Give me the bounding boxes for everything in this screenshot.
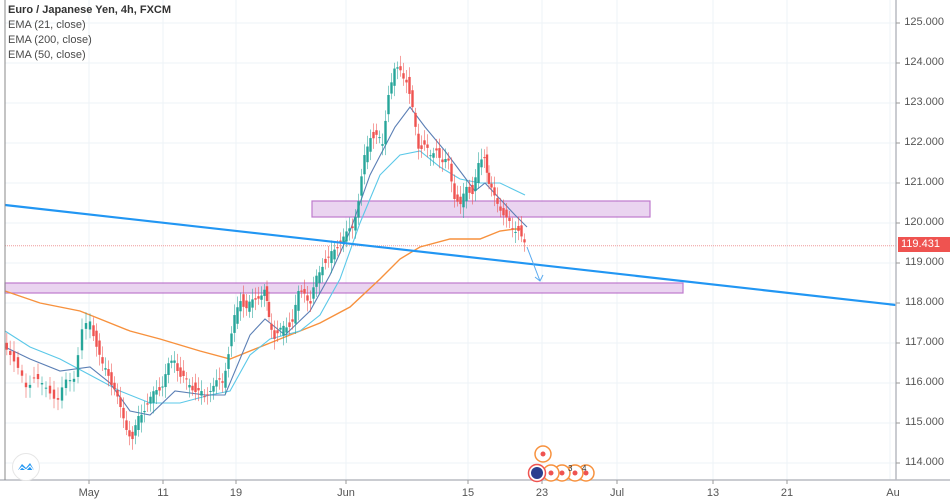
- last-price-badge: 119.431: [898, 237, 950, 252]
- svg-text:4: 4: [582, 464, 587, 473]
- tradingview-logo-icon: [17, 463, 35, 472]
- price-tick: 116.000: [905, 376, 944, 388]
- price-tick: 115.000: [905, 416, 944, 428]
- event-dot-icon: [540, 451, 546, 457]
- symbol-title[interactable]: Euro / Japanese Yen, 4h, FXCM: [8, 4, 172, 16]
- time-tick: 23: [535, 487, 549, 499]
- price-tick: 120.000: [904, 216, 944, 228]
- price-tick: 118.000: [905, 296, 944, 308]
- price-tick: 119.000: [905, 256, 944, 268]
- tradingview-logo[interactable]: [12, 453, 40, 481]
- time-tick: 21: [780, 487, 794, 499]
- eu-flag-icon: [531, 467, 543, 479]
- event-markers[interactable]: 3 4: [527, 445, 595, 483]
- chart-grid: [5, 0, 896, 480]
- time-tick: 11: [157, 487, 169, 499]
- svg-text:3: 3: [568, 464, 573, 473]
- trendline: [4, 203, 897, 307]
- indicator-ema50[interactable]: EMA (50, close): [8, 49, 86, 61]
- time-tick: 15: [461, 487, 475, 499]
- time-tick: Au: [886, 487, 900, 499]
- candles: [5, 55, 526, 450]
- time-tick: Jun: [337, 487, 355, 499]
- axis-ticks: [88, 22, 900, 484]
- chart-legend: Euro / Japanese Yen, 4h, FXCM EMA (21, c…: [8, 3, 171, 63]
- time-tick: 13: [706, 487, 720, 499]
- price-tick: 125.000: [904, 16, 944, 28]
- price-tick: 123.000: [904, 96, 944, 108]
- drawings[interactable]: [4, 203, 897, 307]
- indicator-ema200[interactable]: EMA (200, close): [8, 34, 92, 46]
- price-tick: 124.000: [904, 56, 944, 68]
- time-tick: 19: [229, 487, 243, 499]
- price-tick: 122.000: [904, 136, 944, 148]
- time-tick: Jul: [609, 487, 625, 499]
- price-tick: 117.000: [905, 336, 944, 348]
- price-tick: 114.000: [905, 456, 944, 468]
- indicator-ema21[interactable]: EMA (21, close): [8, 19, 86, 31]
- price-tick: 121.000: [904, 176, 944, 188]
- time-tick: May: [78, 487, 100, 499]
